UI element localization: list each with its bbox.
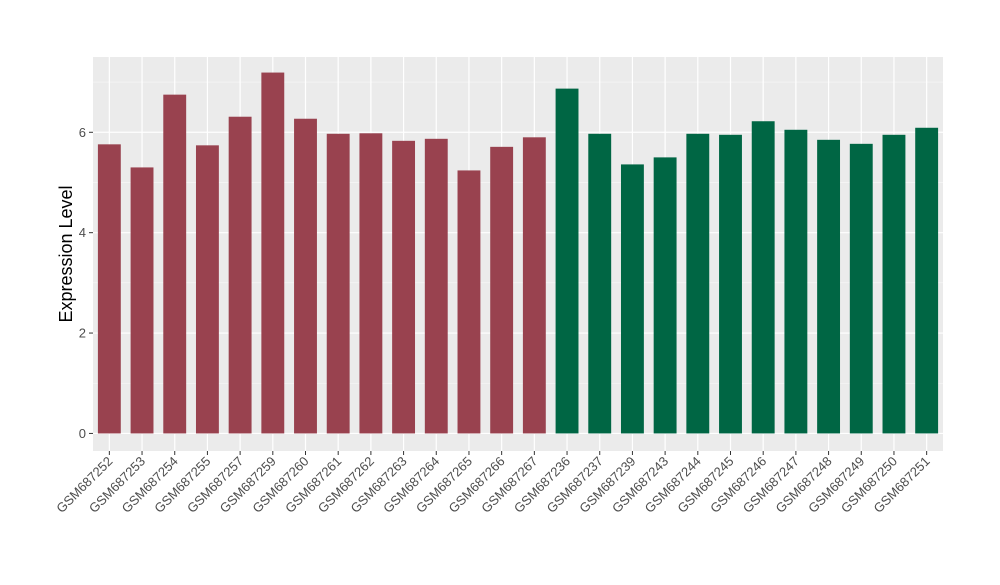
bar-GSM687251 [915,127,939,434]
y-tick-label: 6 [79,125,86,140]
bar-GSM687254 [163,94,187,434]
bar-GSM687259 [261,72,285,434]
bar-GSM687243 [653,157,677,434]
y-tick-label: 0 [79,426,86,441]
bar-GSM687257 [228,116,252,434]
y-axis-label: Expression Level [56,185,76,322]
bar-GSM687264 [424,138,448,434]
bar-GSM687247 [784,129,808,434]
bar-GSM687255 [195,145,219,434]
bar-GSM687266 [490,146,514,434]
bar-GSM687250 [882,134,906,434]
bar-GSM687248 [817,139,841,434]
bar-layer [97,72,939,434]
y-tick-label: 2 [79,326,86,341]
x-axis: GSM687252GSM687253GSM687254GSM687255GSM6… [53,451,933,516]
bar-GSM687237 [588,133,612,434]
bar-GSM687263 [392,140,416,434]
bar-GSM687239 [620,164,644,434]
bar-GSM687252 [97,144,121,434]
bar-GSM687262 [359,133,383,434]
bar-GSM687246 [751,121,775,434]
y-tick-label: 4 [79,225,86,240]
bar-GSM687253 [130,167,154,434]
bar-GSM687245 [719,134,742,434]
bar-GSM687267 [522,137,546,434]
bar-GSM687265 [457,170,481,434]
bar-GSM687261 [326,133,350,434]
bar-GSM687244 [686,133,710,434]
bar-GSM687260 [294,118,317,434]
plot-panel [93,57,943,451]
bar-GSM687236 [555,88,579,434]
y-axis: 0 2 4 6 [79,125,93,441]
bar-GSM687249 [849,143,873,434]
